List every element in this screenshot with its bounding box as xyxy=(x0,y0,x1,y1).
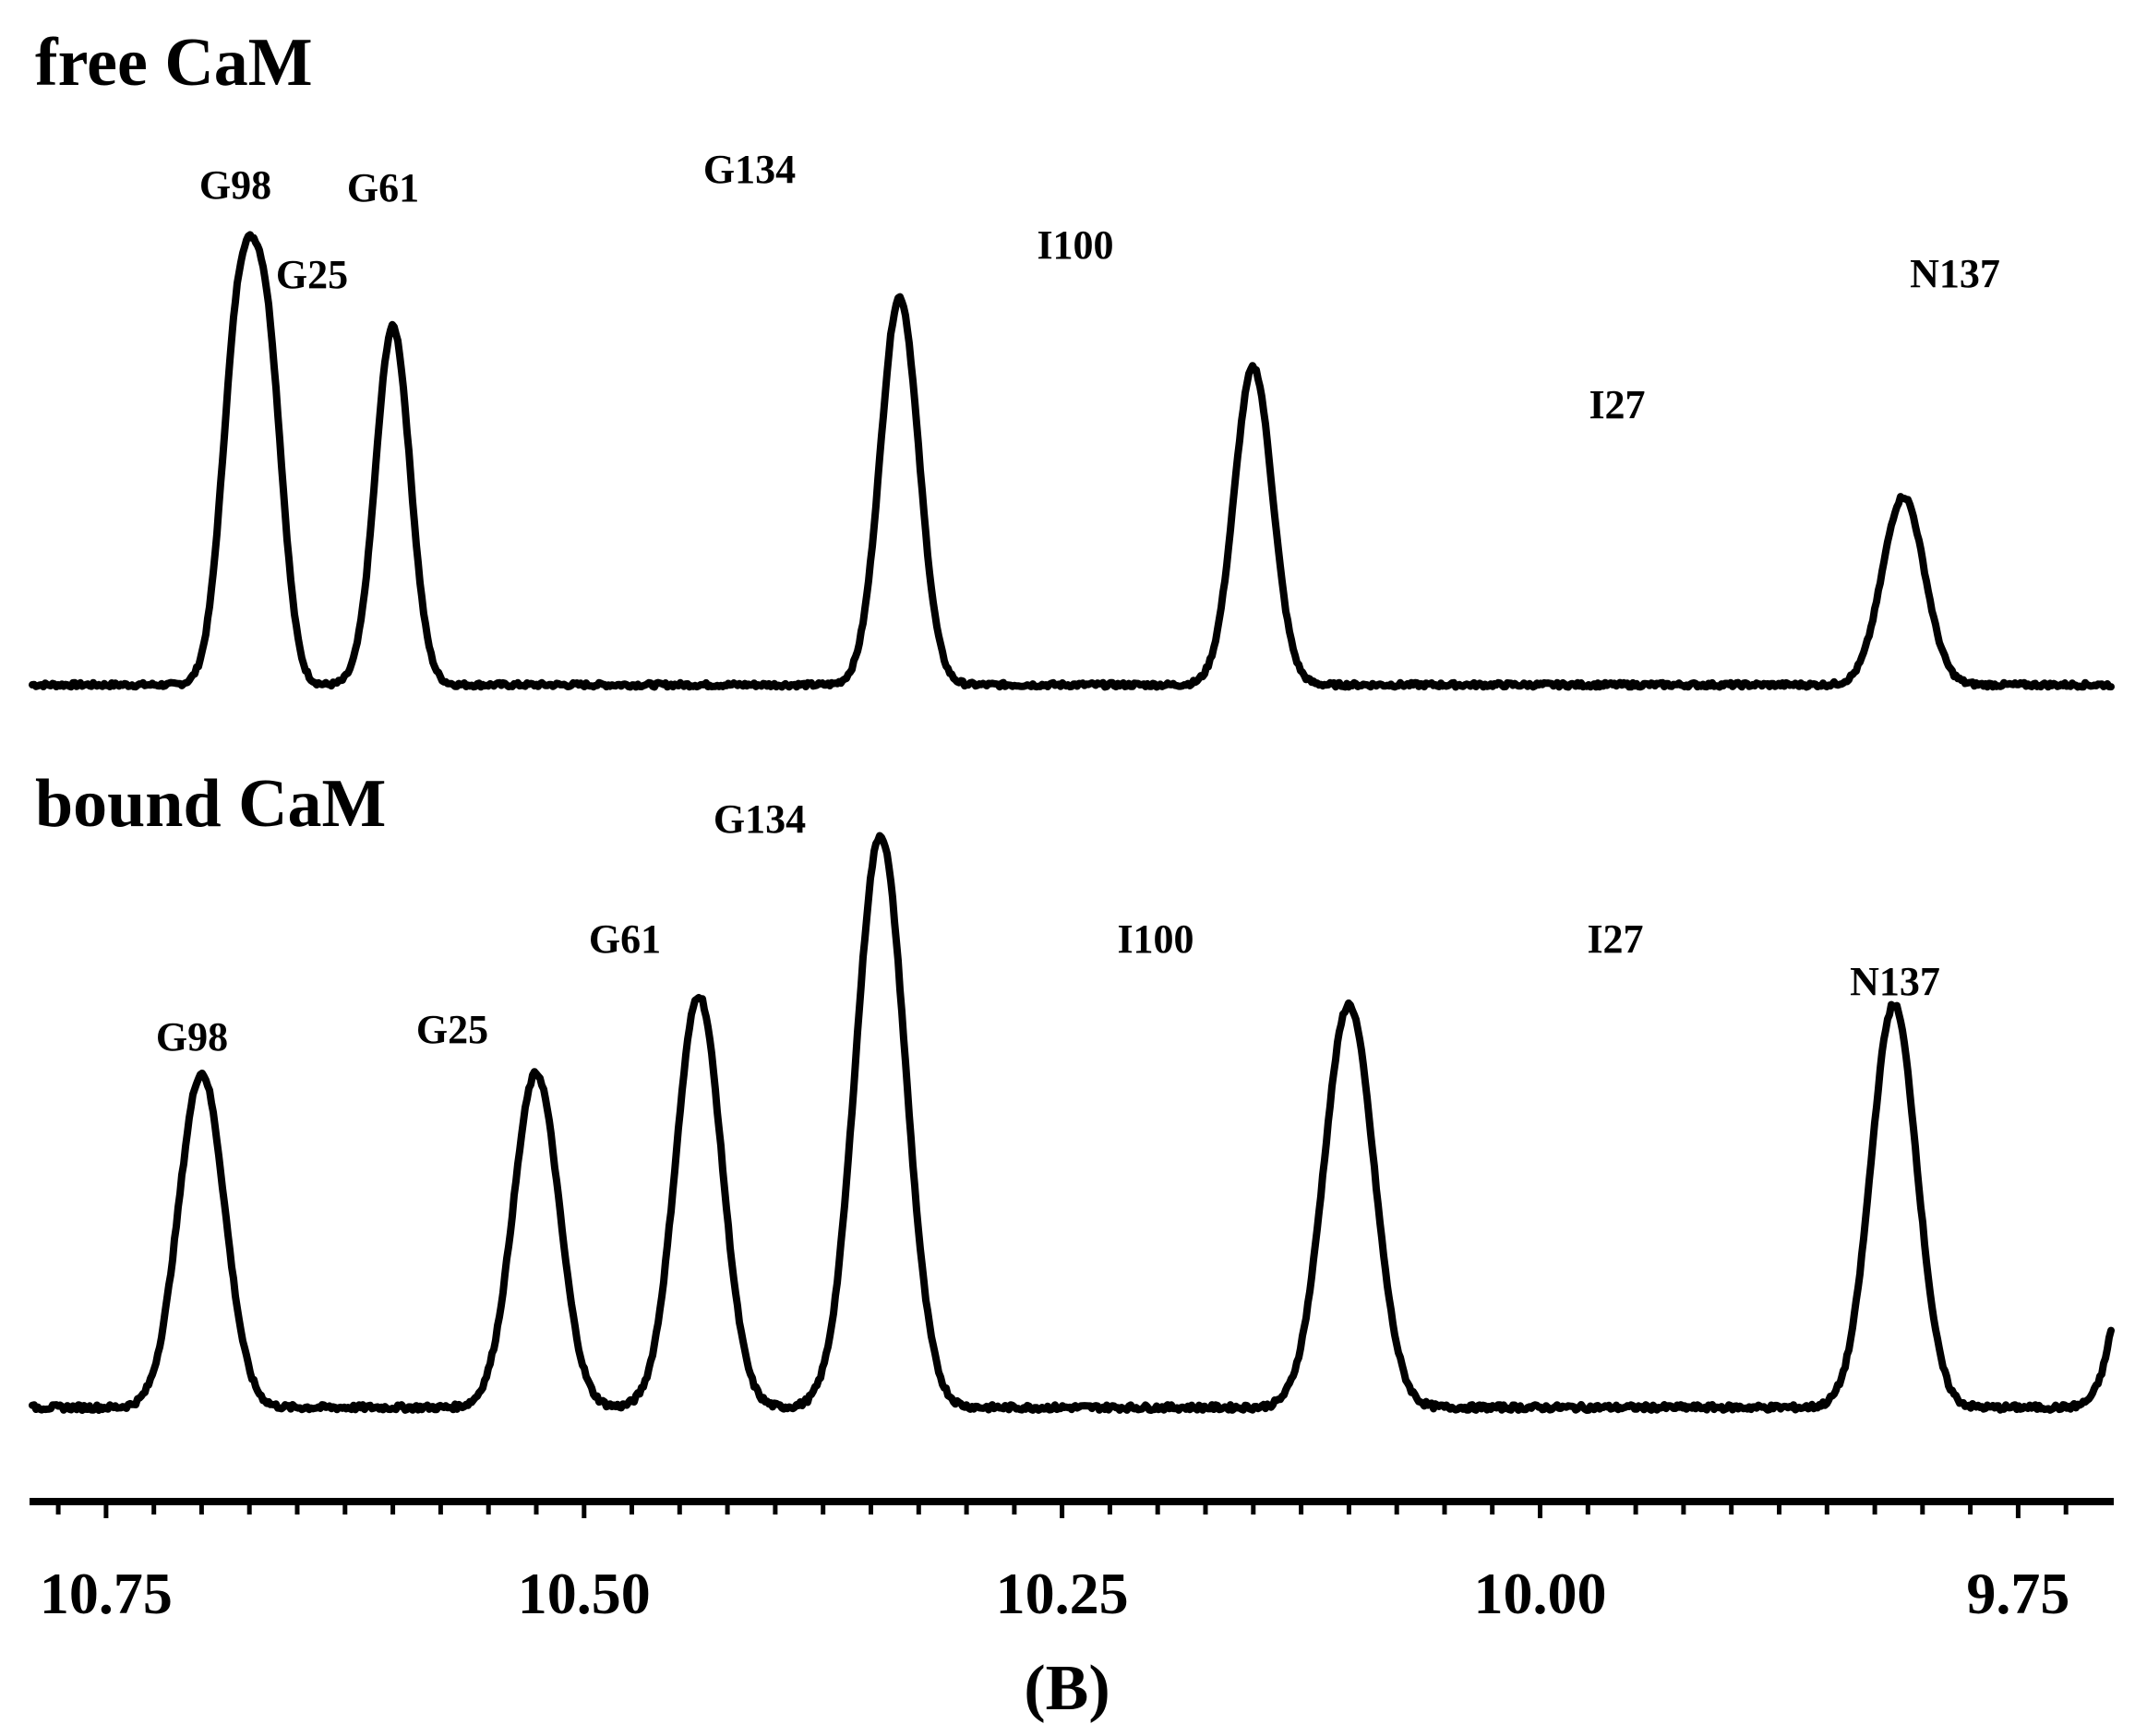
peak-label-i100: I100 xyxy=(1037,222,1113,268)
peak-label-i100: I100 xyxy=(1117,916,1193,962)
x-axis-tick-labels: 10.75 10.50 10.25 10.00 9.75 xyxy=(40,1561,2069,1626)
x-axis: 10.75 10.50 10.25 10.00 9.75 xyxy=(30,1498,2114,1626)
tick-label-10-50: 10.50 xyxy=(518,1561,651,1626)
peak-label-g61: G61 xyxy=(589,916,661,962)
x-axis-minor-ticks xyxy=(55,1502,2069,1518)
bound-cam-title: bound CaM xyxy=(35,766,386,842)
bound-cam-spectrum-trace xyxy=(29,832,2115,1414)
peak-label-i27: I27 xyxy=(1587,916,1643,962)
peak-label-g98: G98 xyxy=(156,1014,228,1060)
free-cam-spectrum-trace xyxy=(29,231,2115,691)
peak-label-g25: G25 xyxy=(416,1007,488,1052)
peak-label-g134: G134 xyxy=(714,796,806,842)
peak-label-g134: G134 xyxy=(703,147,796,192)
tick-label-10-75: 10.75 xyxy=(40,1561,173,1626)
peak-label-n137: N137 xyxy=(1850,959,1940,1004)
bound-cam-panel: bound CaM G98 G25 G61 G134 I100 I27 N137 xyxy=(29,766,2115,1414)
free-cam-title: free CaM xyxy=(35,25,313,101)
peak-label-n137: N137 xyxy=(1910,251,2000,296)
peak-label-g61: G61 xyxy=(347,165,419,210)
free-cam-panel: free CaM G98 G25 G61 G134 I100 I27 N137 xyxy=(29,25,2115,691)
peak-label-i27: I27 xyxy=(1589,382,1645,427)
tick-label-10-00: 10.00 xyxy=(1474,1561,1607,1626)
figure-caption: (B) xyxy=(1024,1653,1109,1724)
peak-label-g25: G25 xyxy=(276,252,348,297)
peak-label-g98: G98 xyxy=(199,162,271,208)
tick-label-10-25: 10.25 xyxy=(996,1561,1129,1626)
free-cam-peak-labels: G98 G25 G61 G134 I100 I27 N137 xyxy=(199,147,2000,427)
tick-label-9-75: 9.75 xyxy=(1966,1561,2069,1626)
bound-cam-peak-labels: G98 G25 G61 G134 I100 I27 N137 xyxy=(156,796,1940,1060)
